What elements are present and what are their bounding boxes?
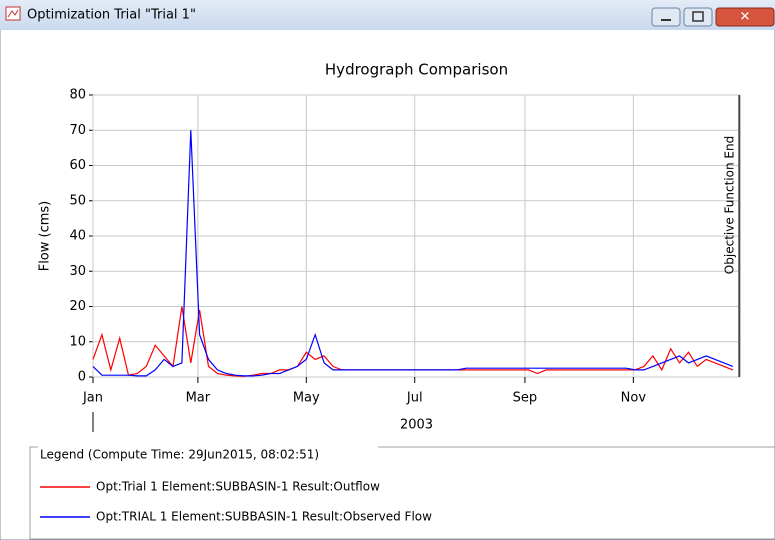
legend-title-bg: [38, 446, 378, 462]
close-button[interactable]: [715, 7, 775, 27]
y-tick-label: 50: [69, 193, 86, 208]
y-axis-label: Flow (cms): [38, 201, 53, 272]
x-axis-label: 2003: [400, 418, 433, 433]
y-tick-label: 70: [69, 123, 86, 138]
annotation: Objective Function End: [723, 136, 737, 274]
y-tick-label: 0: [78, 370, 86, 385]
x-tick-label: Mar: [186, 391, 211, 406]
x-tick-label: Sep: [513, 391, 538, 406]
y-tick-label: 10: [69, 334, 86, 349]
legend-entry: Opt:Trial 1 Element:SUBBASIN-1 Result:Ou…: [96, 480, 380, 494]
window-title: Optimization Trial "Trial 1": [27, 8, 196, 23]
y-tick-label: 20: [69, 299, 86, 314]
legend-entry: Opt:TRIAL 1 Element:SUBBASIN-1 Result:Ob…: [96, 510, 432, 524]
title-bar: [0, 0, 775, 30]
maximize-button[interactable]: [683, 7, 713, 27]
y-tick-label: 60: [69, 158, 86, 173]
minimize-button[interactable]: [651, 7, 681, 27]
legend-title: Legend (Compute Time: 29Jun2015, 08:02:5…: [40, 448, 319, 462]
x-tick-label: Nov: [621, 391, 647, 406]
x-tick-label: Jul: [406, 391, 423, 406]
x-tick-label: May: [293, 391, 320, 406]
window-icon: [5, 6, 21, 21]
x-tick-label: Jan: [82, 391, 103, 406]
close-glyph: ✕: [740, 10, 751, 25]
y-tick-label: 40: [69, 229, 86, 244]
y-tick-label: 80: [69, 88, 86, 103]
y-tick-label: 30: [69, 264, 86, 279]
chart-title: Hydrograph Comparison: [325, 61, 508, 79]
window-icon-line: [7, 9, 19, 18]
maximize-glyph: [692, 11, 704, 22]
legend-box: [29, 446, 775, 540]
series-line: [92, 130, 734, 377]
